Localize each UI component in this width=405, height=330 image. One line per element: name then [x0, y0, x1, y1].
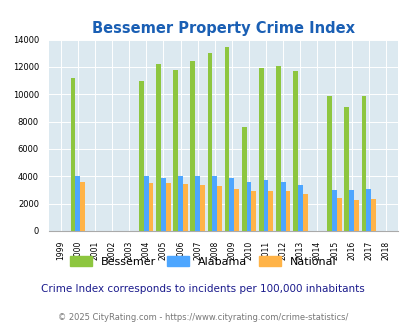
Bar	[178, 176, 183, 231]
Bar	[148, 183, 153, 231]
Bar	[302, 194, 307, 231]
Bar	[292, 71, 297, 231]
Bar	[161, 178, 165, 231]
Bar	[361, 96, 365, 231]
Bar	[234, 189, 239, 231]
Bar	[229, 178, 234, 231]
Bar	[241, 127, 246, 231]
Bar	[143, 176, 148, 231]
Bar	[251, 191, 256, 231]
Bar	[370, 199, 375, 231]
Bar	[200, 185, 204, 231]
Bar	[326, 96, 331, 231]
Bar	[353, 200, 358, 231]
Bar	[139, 81, 143, 231]
Bar	[280, 182, 285, 231]
Bar	[183, 184, 187, 231]
Bar	[190, 61, 195, 231]
Bar	[173, 70, 178, 231]
Bar	[224, 47, 229, 231]
Bar	[285, 191, 290, 231]
Bar	[195, 176, 200, 231]
Bar	[75, 176, 80, 231]
Bar	[217, 186, 222, 231]
Bar	[275, 66, 280, 231]
Bar	[343, 107, 348, 231]
Bar	[297, 184, 302, 231]
Bar	[156, 63, 161, 231]
Bar	[80, 182, 85, 231]
Bar	[258, 68, 263, 231]
Bar	[268, 191, 273, 231]
Bar	[263, 181, 268, 231]
Bar	[212, 176, 217, 231]
Bar	[70, 78, 75, 231]
Bar	[336, 197, 341, 231]
Bar	[365, 189, 370, 231]
Bar	[246, 182, 251, 231]
Bar	[348, 190, 353, 231]
Legend: Bessemer, Alabama, National: Bessemer, Alabama, National	[65, 251, 340, 271]
Bar	[165, 183, 170, 231]
Bar	[331, 190, 336, 231]
Text: © 2025 CityRating.com - https://www.cityrating.com/crime-statistics/: © 2025 CityRating.com - https://www.city…	[58, 313, 347, 322]
Title: Bessemer Property Crime Index: Bessemer Property Crime Index	[92, 21, 354, 36]
Bar	[207, 53, 212, 231]
Text: Crime Index corresponds to incidents per 100,000 inhabitants: Crime Index corresponds to incidents per…	[41, 284, 364, 294]
